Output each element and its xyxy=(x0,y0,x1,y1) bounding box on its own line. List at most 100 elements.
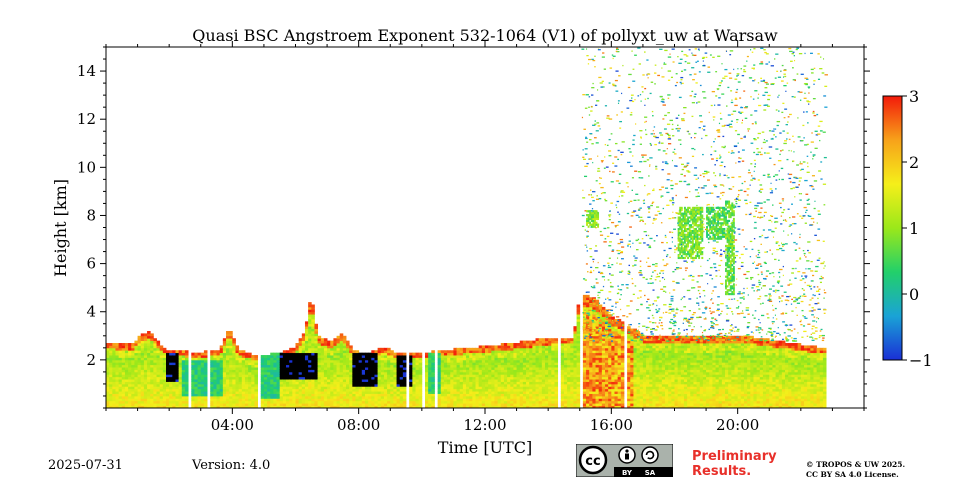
heatmap-cell xyxy=(380,393,385,397)
heatmap-cell xyxy=(282,393,287,397)
heatmap-cell xyxy=(507,367,511,370)
heatmap-cell xyxy=(573,345,577,349)
heatmap-cell xyxy=(532,347,536,351)
heatmap-cell xyxy=(137,364,142,368)
heatmap-cell xyxy=(121,367,126,370)
heatmap-cell xyxy=(301,388,306,392)
heatmap-cell xyxy=(333,359,337,363)
heatmap-cell xyxy=(241,398,246,402)
heatmap-cell xyxy=(323,352,328,356)
heatmap-cell xyxy=(573,371,577,375)
heatmap-cell xyxy=(169,405,173,408)
heatmap-cell xyxy=(595,302,600,305)
heatmap-cell xyxy=(598,304,603,308)
heatmap-cell xyxy=(466,369,470,373)
heatmap-cell xyxy=(690,350,694,354)
heatmap-cell xyxy=(298,403,303,406)
heatmap-cell xyxy=(541,362,546,366)
heatmap-cell xyxy=(292,359,296,363)
heatmap-cell xyxy=(620,381,625,385)
heatmap-cell xyxy=(147,362,151,366)
heatmap-cell xyxy=(159,381,164,385)
heatmap-cell xyxy=(327,350,331,354)
heatmap-cell xyxy=(184,357,189,361)
heatmap-cell xyxy=(140,379,145,382)
heatmap-cell xyxy=(203,371,208,375)
heatmap-cell xyxy=(304,357,309,361)
heatmap-cell xyxy=(431,398,435,402)
heatmap-cell xyxy=(383,381,388,385)
heatmap-cell xyxy=(642,364,647,368)
heatmap-cell xyxy=(248,357,252,361)
heatmap-cell xyxy=(374,359,379,363)
heatmap-cell xyxy=(364,369,369,373)
heatmap-cell xyxy=(608,340,612,344)
heatmap-cell xyxy=(488,400,492,404)
heatmap-cell xyxy=(292,398,296,402)
heatmap-cell xyxy=(642,335,647,339)
heatmap-cell xyxy=(608,345,612,349)
heatmap-cell xyxy=(320,340,325,344)
heatmap-cell xyxy=(453,374,457,378)
heatmap-cell xyxy=(153,381,157,385)
heatmap-cell xyxy=(194,357,198,361)
heatmap-cell xyxy=(491,381,495,385)
heatmap-cell xyxy=(491,383,495,387)
heatmap-cell xyxy=(349,350,353,354)
heatmap-cell xyxy=(226,352,230,356)
heatmap-cell xyxy=(683,347,688,351)
heatmap-cell xyxy=(595,359,600,363)
heatmap-cell xyxy=(655,391,660,394)
heatmap-cell xyxy=(232,355,236,358)
heatmap-cell xyxy=(333,367,337,370)
heatmap-cell xyxy=(222,374,227,378)
heatmap-cell xyxy=(611,369,615,373)
heatmap-cell xyxy=(639,340,644,344)
heatmap-cell xyxy=(387,376,391,380)
heatmap-cell xyxy=(342,374,347,378)
heatmap-cell xyxy=(627,340,631,344)
heatmap-cell xyxy=(308,335,312,339)
heatmap-cell xyxy=(358,367,363,370)
heatmap-cell xyxy=(181,367,186,370)
heatmap-cell xyxy=(374,379,379,382)
heatmap-cell xyxy=(494,350,499,354)
heatmap-cell xyxy=(238,350,243,354)
heatmap-cell xyxy=(538,393,543,397)
heatmap-cell xyxy=(567,391,571,394)
heatmap-cell xyxy=(153,340,157,344)
heatmap-cell xyxy=(314,359,319,363)
heatmap-cell xyxy=(279,357,284,361)
heatmap-cell xyxy=(203,367,208,370)
heatmap-cell xyxy=(428,374,432,378)
heatmap-cell xyxy=(491,374,495,378)
heatmap-cell xyxy=(226,379,230,382)
heatmap-cell xyxy=(216,371,221,375)
heatmap-cell xyxy=(342,371,347,375)
heatmap-cell xyxy=(431,357,435,361)
heatmap-cell xyxy=(106,376,110,380)
heatmap-cell xyxy=(137,405,142,408)
heatmap-cell xyxy=(270,400,274,404)
heatmap-cell xyxy=(295,398,300,402)
heatmap-cell xyxy=(361,369,366,373)
heatmap-cell xyxy=(466,400,470,404)
heatmap-cell xyxy=(491,393,495,397)
heatmap-cell xyxy=(383,357,388,361)
heatmap-cell xyxy=(633,403,637,406)
heatmap-cell xyxy=(595,318,600,322)
heatmap-cell xyxy=(308,400,312,404)
heatmap-cell xyxy=(661,364,666,368)
heatmap-cell xyxy=(440,383,445,387)
heatmap-cell xyxy=(166,381,170,385)
heatmap-cell xyxy=(418,371,423,375)
heatmap-cell xyxy=(159,347,164,351)
heatmap-cell xyxy=(481,400,486,404)
heatmap-cell xyxy=(181,391,186,394)
heatmap-cell xyxy=(368,379,372,382)
heatmap-cell xyxy=(178,388,183,392)
heatmap-cell xyxy=(184,391,189,394)
heatmap-cell xyxy=(156,383,161,387)
heatmap-cell xyxy=(156,388,161,392)
heatmap-cell xyxy=(308,340,312,344)
